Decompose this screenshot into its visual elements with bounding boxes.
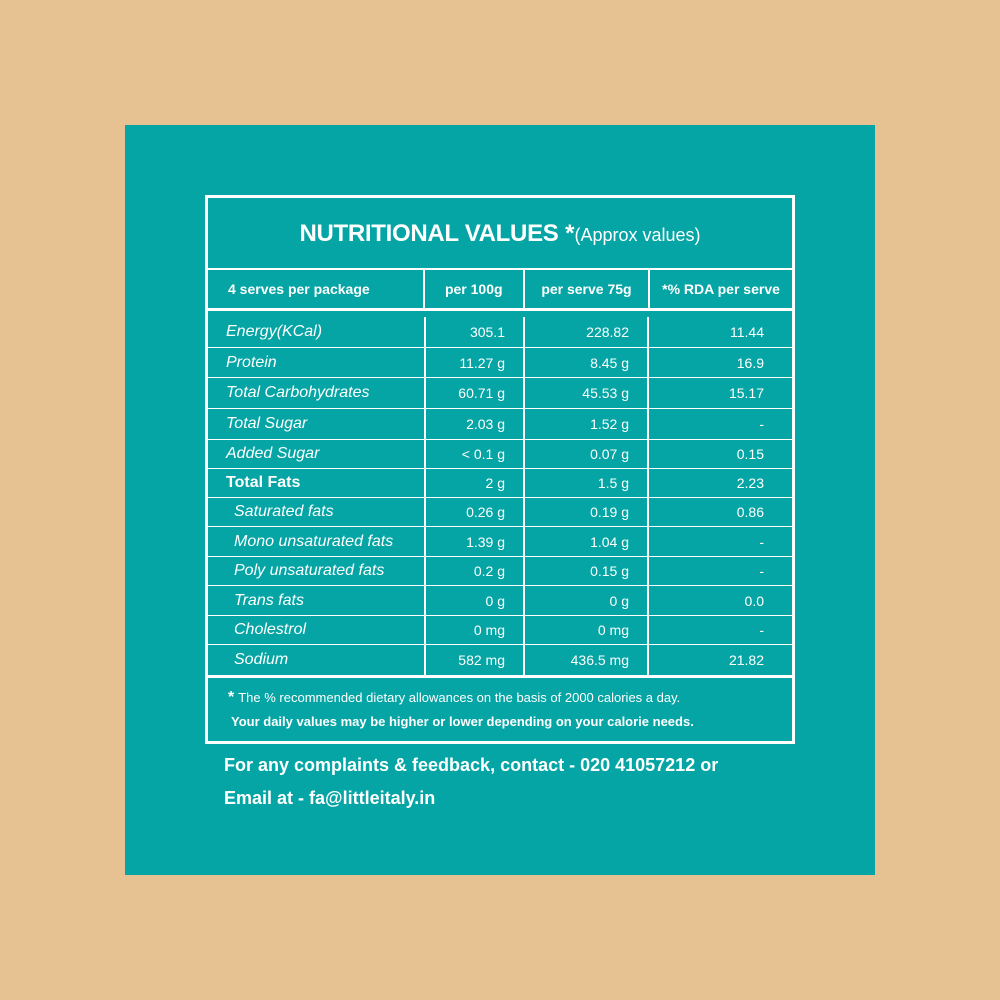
value-rda: 16.9 — [649, 348, 792, 378]
nutrient-name: Added Sugar — [208, 440, 426, 469]
table-footnote: * The % recommended dietary allowances on… — [208, 675, 792, 733]
value-per-100g: 305.1 — [426, 317, 525, 348]
table-row: Total Sugar 2.03 g 1.52 g - — [208, 409, 792, 440]
nutrient-name: Total Sugar — [208, 409, 426, 440]
table-row: Saturated fats 0.26 g 0.19 g 0.86 — [208, 498, 792, 527]
value-per-100g: 0 mg — [426, 616, 525, 645]
nutrient-name: Mono unsaturated fats — [208, 527, 426, 557]
footnote-text-1: The % recommended dietary allowances on … — [238, 690, 681, 705]
value-per-serve: 8.45 g — [525, 348, 649, 378]
nutrient-name: Energy(KCal) — [208, 317, 426, 348]
value-per-100g: 1.39 g — [426, 527, 525, 557]
value-rda: 11.44 — [649, 317, 792, 348]
nutrient-name: Cholestrol — [208, 616, 426, 645]
value-per-100g: 582 mg — [426, 645, 525, 675]
table-row: Mono unsaturated fats 1.39 g 1.04 g - — [208, 527, 792, 557]
value-rda: - — [649, 616, 792, 645]
value-per-100g: 0.2 g — [426, 557, 525, 586]
value-per-100g: 0.26 g — [426, 498, 525, 527]
header-serves: 4 serves per package — [208, 270, 425, 308]
header-per-serve: per serve 75g — [525, 270, 651, 308]
table-row: Energy(KCal) 305.1 228.82 11.44 — [208, 317, 792, 348]
nutrient-name: Sodium — [208, 645, 426, 675]
value-per-100g: 2.03 g — [426, 409, 525, 440]
title-note: (Approx values) — [574, 225, 701, 245]
table-title: NUTRITIONAL VALUES *(Approx values) — [208, 198, 792, 270]
value-rda: 0.86 — [649, 498, 792, 527]
table-row: Total Carbohydrates 60.71 g 45.53 g 15.1… — [208, 378, 792, 409]
value-rda: 2.23 — [649, 469, 792, 498]
table-row: Poly unsaturated fats 0.2 g 0.15 g - — [208, 557, 792, 586]
header-per-100g: per 100g — [425, 270, 525, 308]
value-rda: 21.82 — [728, 652, 764, 668]
nutrient-name: Total Fats — [208, 469, 426, 498]
value-per-serve: 1.5 g — [525, 469, 649, 498]
value-per-serve: 436.5 mg — [525, 645, 649, 675]
table-body: Energy(KCal) 305.1 228.82 11.44 Protein … — [208, 311, 792, 675]
footnote-line-1: * The % recommended dietary allowances on… — [228, 688, 792, 708]
nutrient-name: Total Carbohydrates — [208, 378, 426, 409]
footnote-line-2: Your daily values may be higher or lower… — [231, 714, 694, 729]
value-per-100g: 11.27 g — [426, 348, 525, 378]
value-rda: 15.17 — [649, 378, 792, 409]
value-rda: 0.0 — [649, 586, 792, 616]
title-asterisk: * — [565, 220, 575, 247]
nutrition-panel: NUTRITIONAL VALUES *(Approx values) 4 se… — [125, 125, 875, 875]
value-per-serve: 228.82 — [525, 317, 649, 348]
value-per-100g: < 0.1 g — [426, 440, 525, 469]
value-per-serve: 0 g — [525, 586, 649, 616]
value-per-serve: 0 mg — [525, 616, 649, 645]
title-main: NUTRITIONAL VALUES — [299, 220, 559, 247]
nutrition-label: NUTRITIONAL VALUES *(Approx values) 4 se… — [205, 195, 795, 744]
nutrient-name: Trans fats — [208, 586, 426, 616]
value-per-serve: 1.52 g — [525, 409, 649, 440]
value-per-serve: 1.04 g — [525, 527, 649, 557]
value-per-100g: 0 g — [426, 586, 525, 616]
value-per-100g: 2 g — [426, 469, 525, 498]
value-rda: - — [649, 409, 792, 440]
value-per-serve: 0.19 g — [525, 498, 649, 527]
table-row: Trans fats 0 g 0 g 0.0 — [208, 586, 792, 616]
contact-line-2: Email at - fa@littleitaly.in — [224, 788, 436, 808]
value-rda: - — [649, 527, 792, 557]
value-rda: - — [649, 557, 792, 586]
table-header: 4 serves per package per 100g per serve … — [208, 270, 792, 311]
footnote-asterisk: * — [228, 689, 235, 706]
value-per-serve: 0.15 g — [525, 557, 649, 586]
value-rda: 0.15 — [649, 440, 792, 469]
table-row: Added Sugar < 0.1 g 0.07 g 0.15 — [208, 440, 792, 469]
table-row: Total Fats 2 g 1.5 g 2.23 — [208, 469, 792, 498]
value-per-100g: 60.71 g — [426, 378, 525, 409]
header-rda: *% RDA per serve — [662, 281, 780, 297]
table-row: Sodium 582 mg 436.5 mg 21.82 — [208, 645, 792, 675]
value-per-serve: 0.07 g — [525, 440, 649, 469]
nutrient-name: Poly unsaturated fats — [208, 557, 426, 586]
nutrient-name: Saturated fats — [208, 498, 426, 527]
contact-line-1: For any complaints & feedback, contact -… — [224, 755, 719, 775]
table-row: Protein 11.27 g 8.45 g 16.9 — [208, 348, 792, 378]
table-row: Cholestrol 0 mg 0 mg - — [208, 616, 792, 645]
nutrient-name: Protein — [208, 348, 426, 378]
contact-info: For any complaints & feedback, contact -… — [224, 749, 718, 815]
value-per-serve: 45.53 g — [525, 378, 649, 409]
